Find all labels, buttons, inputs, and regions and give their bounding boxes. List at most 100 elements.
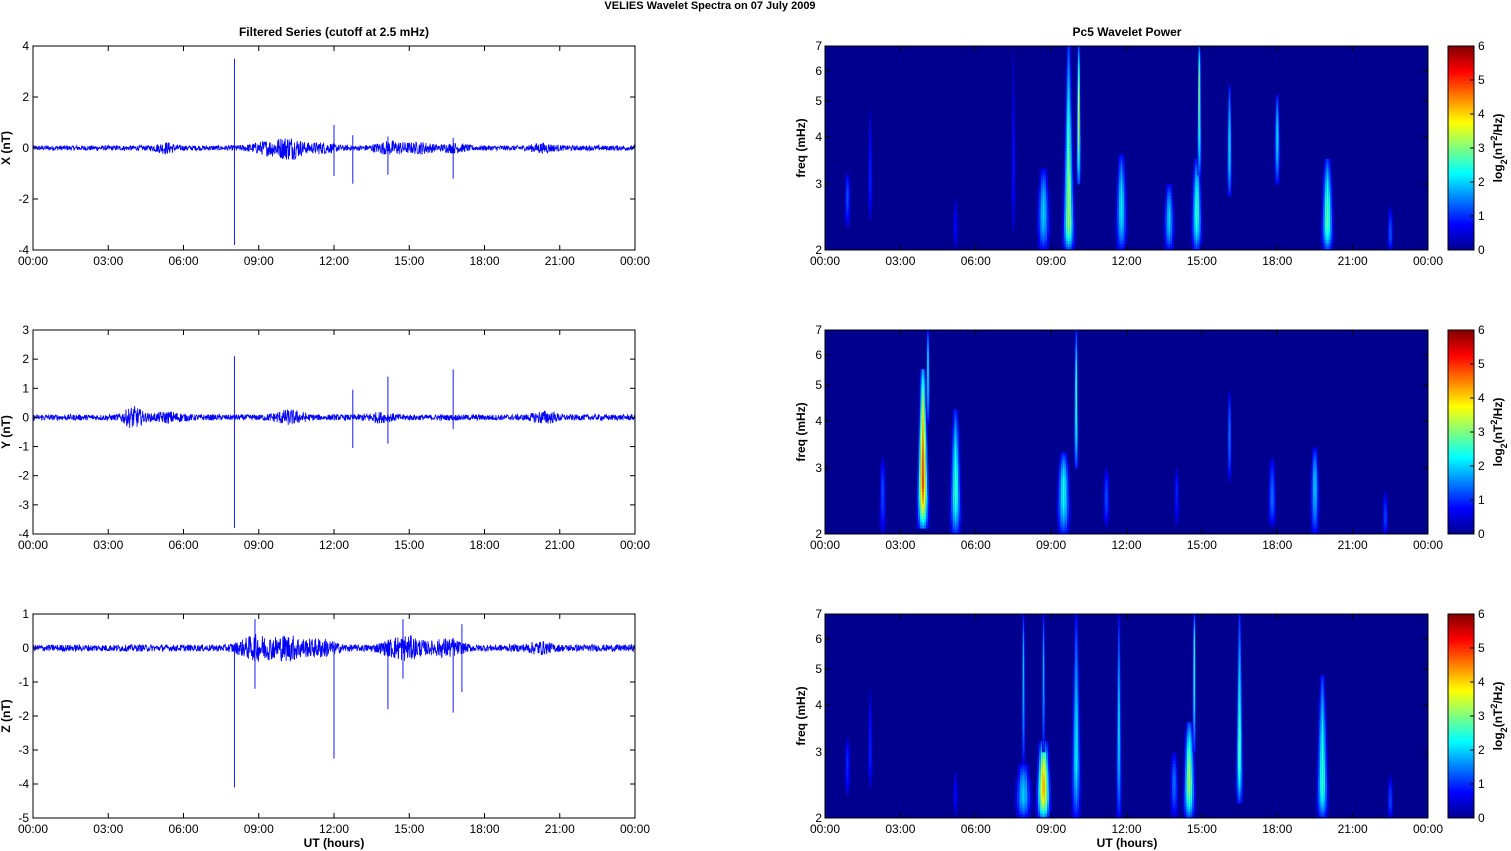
power-cell-blob-1: [848, 173, 850, 177]
power-cell-blob-8: [1178, 500, 1180, 505]
power-cell-blob-5: [1068, 500, 1071, 504]
power-cell-blob-1: [919, 381, 921, 385]
power-cell-blob-8: [1178, 512, 1180, 517]
power-cell-blob-15: [1389, 234, 1391, 238]
power-cell-blob-3: [952, 445, 954, 449]
power-cell-blob-4: [1014, 118, 1015, 122]
power-cell-blob-4: [1013, 121, 1015, 125]
power-cell-blob-2: [870, 203, 872, 207]
power-cell-blob-7: [1079, 67, 1080, 71]
power-cell-blob-5: [1046, 174, 1048, 178]
power-cell-blob-12: [1227, 169, 1229, 173]
power-cell-blob-11: [1200, 49, 1202, 53]
y-tick-label: -2: [18, 192, 29, 206]
power-cell-blob-6: [1070, 118, 1072, 122]
power-cell-blob-5: [1042, 183, 1045, 187]
power-cell-blob-6: [1071, 199, 1073, 203]
power-cell-blob-8: [1175, 497, 1177, 502]
power-cell-blob-1: [922, 516, 924, 520]
power-cell-blob-10: [1194, 191, 1197, 196]
power-cell-blob-7: [1077, 112, 1079, 116]
power-cell-blob-4: [880, 526, 883, 530]
power-cell-blob-2: [927, 342, 928, 346]
power-cell-blob-10: [1192, 236, 1195, 241]
power-cell-blob-7: [1078, 109, 1080, 113]
power-cell-blob-4: [1011, 151, 1013, 155]
power-cell-blob-14: [1329, 182, 1332, 187]
power-cell-blob-11: [1197, 100, 1198, 104]
power-cell-blob-9: [1228, 397, 1229, 401]
power-cell-blob-14: [1321, 209, 1324, 214]
power-cell-blob-3: [957, 228, 959, 232]
power-cell-blob-10: [1194, 167, 1197, 172]
power-cell-blob-6: [1077, 441, 1079, 445]
power-cell-blob-5: [1040, 243, 1043, 247]
power-cell-blob-3: [952, 454, 954, 458]
power-cell-blob-4: [1013, 172, 1015, 176]
power-cell-blob-7: [1077, 103, 1079, 107]
power-cell-blob-6: [1069, 121, 1071, 125]
power-cell-blob-6: [1069, 55, 1071, 59]
power-cell-blob-13: [1276, 94, 1277, 98]
power-cell-blob-2: [927, 330, 929, 334]
power-cell-blob-6: [1074, 444, 1076, 448]
power-cell-blob-14: [1328, 182, 1330, 187]
power-cell-blob-6: [1074, 387, 1076, 391]
power-cell-blob-4: [1013, 88, 1015, 92]
power-cell-blob-6: [1076, 405, 1078, 409]
power-cell-blob-3: [956, 532, 959, 534]
colorbar-tick-label: 3: [1478, 141, 1485, 155]
power-cell-blob-6: [1069, 49, 1070, 53]
power-cell-blob-1: [921, 396, 923, 400]
power-cell-blob-8: [1176, 473, 1178, 478]
power-cell-blob-6: [1074, 375, 1076, 379]
power-cell-blob-5: [1044, 171, 1047, 175]
power-cell-blob-12: [1229, 148, 1230, 152]
power-cell-blob-6: [1073, 417, 1075, 421]
power-cell-blob-1: [922, 390, 924, 394]
power-cell-blob-2: [928, 360, 930, 364]
power-cell-blob-4: [884, 517, 887, 521]
power-cell-blob-13: [1274, 163, 1276, 167]
power-cell-blob-4: [1014, 151, 1016, 155]
power-cell-blob-1: [846, 185, 848, 189]
power-cell-blob-2: [928, 411, 929, 415]
power-cell-blob-11: [1201, 157, 1202, 161]
power-cell-blob-9: [1171, 189, 1173, 194]
power-cell-blob-6: [1074, 405, 1076, 409]
power-cell-blob-11: [1197, 124, 1198, 128]
power-cell-blob-10: [1199, 200, 1201, 205]
power-cell-blob-6: [1070, 169, 1073, 173]
power-cell-blob-7: [1077, 82, 1079, 86]
power-cell-blob-9: [1169, 192, 1172, 197]
power-cell-blob-8: [1178, 494, 1180, 499]
power-cell-blob-8: [1177, 473, 1179, 478]
power-cell-blob-3: [957, 466, 960, 470]
power-cell-blob-9: [1170, 213, 1172, 218]
power-cell-blob-3: [954, 216, 956, 220]
power-cell-blob-6: [1065, 121, 1067, 125]
power-cell-blob-6: [1069, 169, 1071, 173]
power-cell-blob-1: [923, 462, 926, 466]
power-cell-blob-7: [1103, 479, 1105, 484]
power-cell-blob-5: [1039, 180, 1041, 184]
power-cell-blob-8: [1120, 187, 1123, 191]
power-cell-blob-3: [954, 508, 957, 512]
power-cell-blob-2: [870, 182, 872, 186]
power-cell-blob-1: [924, 402, 926, 406]
power-cell-blob-12: [1229, 190, 1230, 194]
power-cell-blob-8: [1118, 244, 1121, 248]
left-x-axis-label: UT (hours): [304, 836, 365, 850]
power-cell-blob-8: [1116, 229, 1119, 233]
power-cell-blob-7: [1104, 467, 1106, 472]
power-cell-blob-1: [922, 372, 924, 376]
power-cell-blob-12: [1227, 127, 1228, 131]
power-cell-blob-4: [1014, 100, 1015, 104]
power-cell-blob-3: [956, 213, 958, 217]
power-cell-blob-11: [1200, 73, 1202, 77]
y-tick-label: -1: [18, 675, 29, 689]
power-cell-blob-1: [922, 402, 924, 406]
x-tick-label-series3: 09:00: [244, 822, 274, 836]
power-cell-blob-11: [1199, 61, 1201, 65]
power-cell-blob-4: [1012, 88, 1014, 92]
